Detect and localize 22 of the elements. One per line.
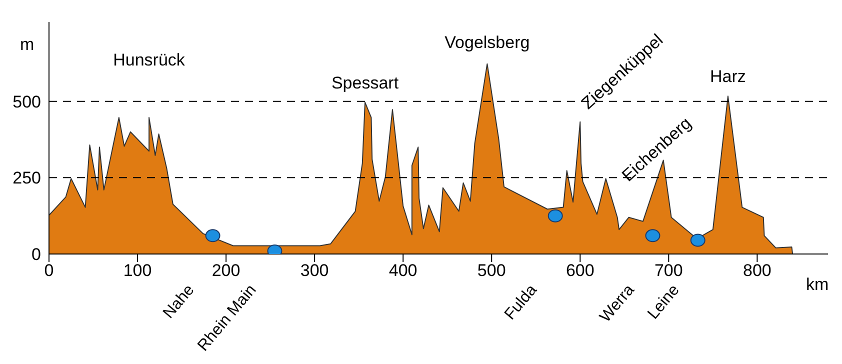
point <box>645 229 660 242</box>
y-tick-label: 250 <box>12 168 41 188</box>
y-tick-label: 500 <box>12 92 41 112</box>
point <box>548 209 563 222</box>
annotation: Spessart <box>331 73 399 92</box>
annotation: Hunsrück <box>113 50 186 70</box>
x-tick-label: 700 <box>654 261 683 280</box>
annotation: Vogelsberg <box>444 32 530 52</box>
x-tick-label: 400 <box>388 261 418 280</box>
point <box>205 229 220 242</box>
y-axis-title: m <box>20 35 34 54</box>
x-tick-label: 0 <box>44 261 54 280</box>
x-tick-label: 100 <box>123 261 152 280</box>
point <box>690 234 706 247</box>
y-tick-label: 0 <box>32 245 41 264</box>
x-tick-label: 200 <box>212 261 240 280</box>
x-tick-label: 300 <box>300 261 329 280</box>
x-axis-title: km <box>806 275 829 294</box>
annotation: Harz <box>710 67 746 86</box>
x-tick-label: 800 <box>742 261 772 280</box>
x-tick-label: 600 <box>566 261 594 280</box>
x-tick-label: 500 <box>477 261 506 280</box>
